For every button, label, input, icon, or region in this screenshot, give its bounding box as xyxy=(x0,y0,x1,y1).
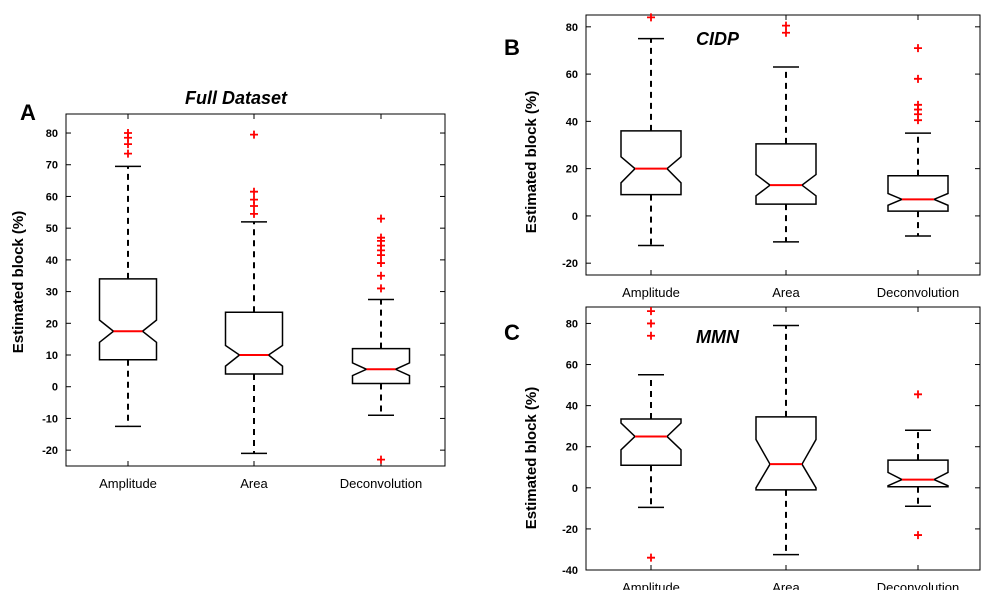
panel-a-deconvolution-outlier-marker xyxy=(377,214,385,223)
panel-a-y-tick-label: 80 xyxy=(46,128,58,140)
panel-c-amplitude-label: Amplitude xyxy=(622,580,680,590)
panel-c-y-tick-label: 60 xyxy=(566,360,578,372)
panel-b: B CIDP Estimated block (%) -20 0 20 40 60 80 A… xyxy=(504,13,981,300)
panel-b-plot-area: -20 0 20 40 60 80 Amplitude Area Deconvolution xyxy=(562,13,981,300)
panel-b-y-tick-label: 60 xyxy=(566,69,578,81)
panel-b-amplitude-outlier-marker xyxy=(647,13,655,22)
panel-a-y-tick-label: 40 xyxy=(46,255,58,267)
panel-b-y-axis-label: Estimated block (%) xyxy=(523,91,540,234)
panel-c: C MMN Estimated block (%) -40 -20 0 20 40 60 8… xyxy=(504,306,981,590)
panel-letter-b: B xyxy=(504,35,520,60)
panel-b-y-tick-label: 40 xyxy=(566,116,578,128)
panel-c-area-box xyxy=(755,416,817,491)
panel-b-y-tick-label: 20 xyxy=(566,164,578,176)
panel-c-amplitude-outlier-marker xyxy=(647,553,655,562)
panel-c-y-tick-label: 40 xyxy=(566,401,578,413)
panel-a-area-label: Area xyxy=(240,476,268,491)
panel-a-title: Full Dataset xyxy=(185,88,288,108)
panel-c-deconvolution-outlier-marker xyxy=(914,531,922,540)
panel-a-y-tick-label: 70 xyxy=(46,160,58,172)
panel-a-area-box xyxy=(224,311,284,375)
panel-a-deconvolution-outlier-marker xyxy=(377,233,385,242)
panel-a-y-tick-label: 20 xyxy=(46,318,58,330)
panel-c-y-tick-label: 80 xyxy=(566,318,578,330)
panel-a-y-tick-label: -20 xyxy=(42,445,58,457)
panel-a-plot-area: -20 -10 0 10 20 30 40 50 60 70 80 Amplitude Area Deco… xyxy=(42,113,446,491)
panel-a-amplitude-label: Amplitude xyxy=(99,476,157,491)
panel-a-deconvolution-outlier-marker xyxy=(377,271,385,280)
panel-a: A Full Dataset Estimated block (%) -20 -1… xyxy=(10,88,446,491)
panel-a-axes-frame xyxy=(65,113,446,467)
panel-a-y-tick-label: 10 xyxy=(46,350,58,362)
panel-a-area-outlier-marker xyxy=(250,130,258,139)
panel-c-y-tick-label: -20 xyxy=(562,524,578,536)
panel-b-deconvolution-label: Deconvolution xyxy=(877,285,959,300)
panel-c-y-axis-label: Estimated block (%) xyxy=(523,387,540,530)
panel-a-y-tick-label: 60 xyxy=(46,191,58,203)
panel-c-deconvolution-label: Deconvolution xyxy=(877,580,959,590)
panel-c-y-tick-label: -40 xyxy=(562,565,578,577)
panel-c-amplitude-box xyxy=(620,418,682,466)
panel-b-amplitude-box xyxy=(620,130,682,196)
panel-a-amplitude-outlier-marker xyxy=(124,129,132,138)
panel-letter-a: A xyxy=(20,100,36,125)
panel-a-y-tick-label: 50 xyxy=(46,223,58,235)
panel-a-amplitude-box xyxy=(98,278,158,361)
panel-b-deconvolution-outlier-marker xyxy=(914,44,922,53)
panel-b-title: CIDP xyxy=(696,29,740,49)
panel-a-area-outlier-marker xyxy=(250,187,258,196)
panel-c-title: MMN xyxy=(696,327,740,347)
panel-b-deconvolution-box xyxy=(887,174,949,212)
panel-a-y-tick-label: 0 xyxy=(52,382,58,394)
panel-c-y-tick-label: 20 xyxy=(566,442,578,454)
panel-a-deconvolution-outlier-marker xyxy=(377,284,385,293)
panel-a-deconvolution-outlier-marker xyxy=(377,455,385,464)
panel-a-deconvolution-outlier-marker xyxy=(377,259,385,268)
panel-a-amplitude-outlier-marker xyxy=(124,149,132,158)
panel-a-deconvolution-label: Deconvolution xyxy=(340,476,422,491)
panel-a-area-outlier-marker xyxy=(250,209,258,218)
panel-c-amplitude-outlier-marker xyxy=(647,307,655,316)
panel-a-y-axis-label: Estimated block (%) xyxy=(10,211,27,354)
panel-b-y-tick-label: -20 xyxy=(562,258,578,270)
panel-b-y-tick-label: 0 xyxy=(572,211,578,223)
panel-b-area-box xyxy=(755,143,817,205)
panel-a-y-tick-label: -10 xyxy=(42,413,58,425)
panel-c-deconvolution-box xyxy=(887,459,949,488)
panel-b-area-label: Area xyxy=(772,285,800,300)
panel-c-amplitude-outlier-marker xyxy=(647,319,655,328)
panel-b-area-outlier-marker xyxy=(782,21,790,30)
panel-c-deconvolution-outlier-marker xyxy=(914,390,922,399)
panel-a-y-tick-label: 30 xyxy=(46,287,58,299)
panel-c-area-label: Area xyxy=(772,580,800,590)
panel-b-deconvolution-outlier-marker xyxy=(914,100,922,109)
panel-c-amplitude-outlier-marker xyxy=(647,331,655,340)
panel-c-axes-frame xyxy=(585,306,981,571)
panel-b-deconvolution-outlier-marker xyxy=(914,74,922,83)
panel-b-axes-frame xyxy=(585,14,981,276)
panel-b-y-tick-label: 80 xyxy=(566,22,578,34)
panel-b-amplitude-label: Amplitude xyxy=(622,285,680,300)
panel-a-area-outlier-marker xyxy=(250,195,258,204)
panel-c-y-tick-label: 0 xyxy=(572,483,578,495)
panel-b-area-outlier-marker xyxy=(782,28,790,37)
panel-a-deconvolution-box xyxy=(351,347,411,385)
panel-letter-c: C xyxy=(504,320,520,345)
panel-c-plot-area: -40 -20 0 20 40 60 80 Amplitude Area Deconvolutio… xyxy=(562,306,981,590)
